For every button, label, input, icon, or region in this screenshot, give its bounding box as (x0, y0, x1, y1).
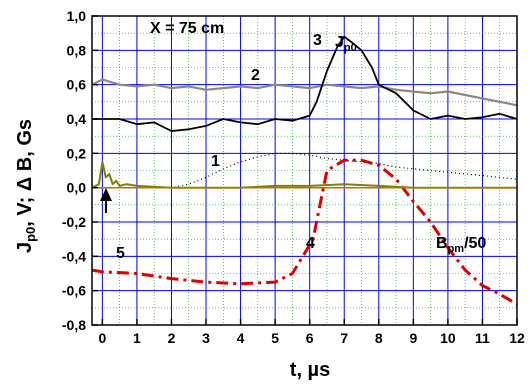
y-tick-label: 0,8 (67, 42, 87, 58)
x-tick-label: 7 (340, 330, 348, 346)
y-tick-label: 0,0 (67, 180, 87, 196)
x-tick-label: 1 (133, 330, 141, 346)
x-tick-label: 11 (475, 330, 490, 346)
plot-frame (91, 15, 518, 326)
y-tick-label: 1,0 (67, 8, 87, 24)
x-tick-label: 6 (306, 330, 314, 346)
x-tick-label: 0 (98, 330, 106, 346)
y-tick-label: -0,6 (62, 283, 86, 299)
y-tick-label: 0,6 (67, 77, 87, 93)
x-tick-label: 10 (440, 330, 456, 346)
position-label: X = 75 cm (150, 20, 224, 37)
arrow-marker (100, 188, 112, 213)
x-tick-label: 12 (509, 330, 525, 346)
x-tick-label: 3 (202, 330, 210, 346)
y-tick-label: 0,4 (67, 111, 87, 127)
series-label-4: 4 (306, 235, 315, 252)
x-tick-label: 4 (237, 330, 245, 346)
x-tick-label: 5 (271, 330, 279, 346)
x-tick-label: 2 (168, 330, 176, 346)
series-3-line (92, 35, 518, 132)
series-1-line (102, 152, 518, 189)
series-layer (91, 35, 518, 306)
y-tick-label: -0,8 (62, 317, 86, 333)
x-tick-label: 9 (409, 330, 417, 346)
y-tick-label: -0,2 (62, 214, 86, 230)
series-5-line (91, 160, 517, 189)
series-2-line (91, 78, 518, 107)
bpm-label: Bpm/50 (436, 235, 486, 255)
series-label-2: 2 (251, 67, 260, 84)
y-tick-label: 0,2 (67, 145, 87, 161)
grid (92, 15, 518, 326)
series-label-3: 3 (313, 32, 322, 49)
x-axis-title: t, µs (290, 359, 330, 381)
series-4-line (91, 158, 518, 306)
series-label-1: 1 (211, 153, 220, 170)
axis-ticks: 0 1 2 3 4 5 6 7 8 9 10 11 12-0,8-0,6-0,4-0,20,00,20,… (62, 8, 525, 346)
jp0-label: Jp0 (335, 34, 357, 54)
y-axis-title: Jp0, V; Δ B, Gs (14, 119, 38, 253)
x-tick-label: 8 (375, 330, 383, 346)
series-label-5: 5 (116, 245, 125, 262)
y-tick-label: -0,4 (62, 248, 86, 264)
